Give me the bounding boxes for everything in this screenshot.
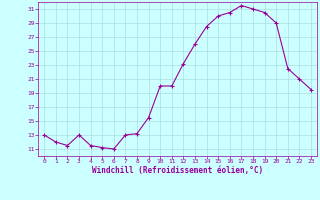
- X-axis label: Windchill (Refroidissement éolien,°C): Windchill (Refroidissement éolien,°C): [92, 166, 263, 175]
